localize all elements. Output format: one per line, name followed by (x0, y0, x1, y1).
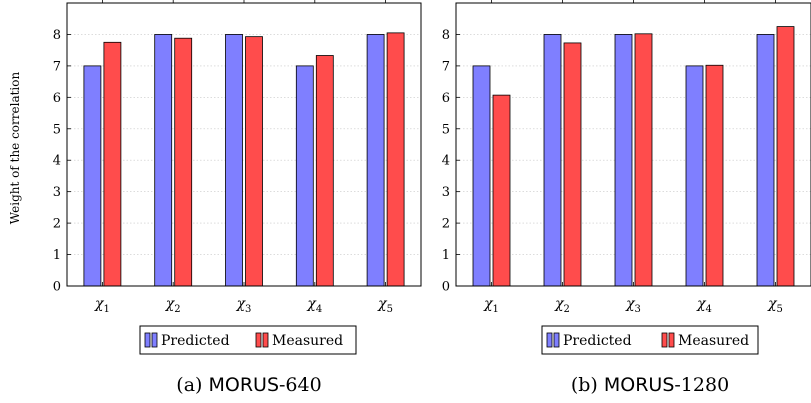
legend-swatch-predicted (144, 332, 158, 348)
y-tick-label: 2 (53, 217, 61, 232)
legend-label-predicted: Predicted (563, 333, 632, 349)
y-tick-label: 1 (442, 248, 450, 263)
y-tick-label: 3 (53, 185, 61, 200)
y-tick-label: 6 (53, 91, 61, 106)
y-tick-label: 7 (442, 59, 450, 74)
caption-a: (a) MORUS-640 (176, 374, 321, 396)
bar-measured-1 (103, 41, 122, 287)
plot-frame (455, 2, 811, 287)
legend-swatch-measured (661, 332, 675, 348)
x-tick-label: χ4 (306, 296, 322, 315)
x-tick-label: χ1 (94, 296, 110, 315)
caption-b: (b) MORUS-1280 (571, 374, 729, 396)
y-tick-label: 1 (53, 248, 61, 263)
bar-predicted-4 (295, 65, 314, 287)
bar-measured-4 (705, 64, 724, 287)
y-tick-label: 2 (442, 217, 450, 232)
bar-predicted-5 (366, 34, 385, 287)
bar-measured-4 (315, 55, 334, 287)
y-tick-label: 0 (53, 280, 61, 295)
bar-predicted-2 (154, 34, 173, 287)
legend-label-measured: Measured (272, 333, 343, 349)
legend-label-measured: Measured (678, 333, 749, 349)
y-tick-label: 6 (442, 91, 450, 106)
bar-predicted-1 (472, 65, 491, 287)
x-tick-label: χ3 (236, 296, 252, 315)
plot-frame (66, 2, 422, 287)
x-tick-label: χ2 (554, 296, 570, 315)
legend-swatch-predicted (546, 332, 560, 348)
legend-box (541, 325, 759, 355)
y-axis-title: Weight of the correlation (8, 72, 22, 225)
bar-measured-2 (174, 37, 193, 287)
y-tick-label: 0 (442, 280, 450, 295)
x-tick-label: χ5 (767, 296, 783, 315)
legend-label-predicted: Predicted (161, 333, 230, 349)
y-tick-label: 8 (442, 28, 450, 43)
y-tick-label: 3 (442, 185, 450, 200)
bar-predicted-3 (614, 34, 633, 287)
bar-measured-1 (492, 94, 511, 287)
bar-measured-3 (634, 33, 653, 287)
bar-predicted-3 (225, 34, 243, 287)
y-tick-label: 7 (53, 59, 61, 74)
chart-morus-640: 0 1 2 3 4 5 6 7 8 χ1 χ2 χ3 χ4 χ5 (53, 0, 422, 315)
x-tick-label: χ1 (483, 296, 499, 315)
bar-measured-2 (563, 42, 582, 287)
y-tick-label: 5 (53, 122, 61, 137)
bar-predicted-5 (756, 34, 775, 287)
bar-predicted-1 (83, 65, 102, 287)
x-tick-label: χ4 (696, 296, 712, 315)
legend-b: Predicted Measured (541, 325, 759, 355)
y-tick-label: 4 (442, 154, 450, 169)
x-tick-label: χ3 (625, 296, 641, 315)
bar-measured-3 (245, 36, 263, 287)
bar-measured-5 (776, 26, 795, 287)
y-tick-label: 5 (442, 122, 450, 137)
y-tick-label: 4 (53, 154, 61, 169)
bar-predicted-4 (685, 65, 704, 287)
legend-box (139, 325, 357, 355)
legend-swatch-measured (255, 332, 269, 348)
x-tick-label: χ2 (165, 296, 181, 315)
x-tick-label: χ5 (377, 296, 393, 315)
bar-predicted-2 (543, 34, 562, 287)
bar-measured-5 (386, 32, 405, 287)
chart-morus-1280: 0 1 2 3 4 5 6 7 8 χ1 χ2 χ3 χ4 χ5 (442, 0, 811, 315)
legend-a: Predicted Measured (139, 325, 357, 355)
y-tick-label: 8 (53, 28, 61, 43)
